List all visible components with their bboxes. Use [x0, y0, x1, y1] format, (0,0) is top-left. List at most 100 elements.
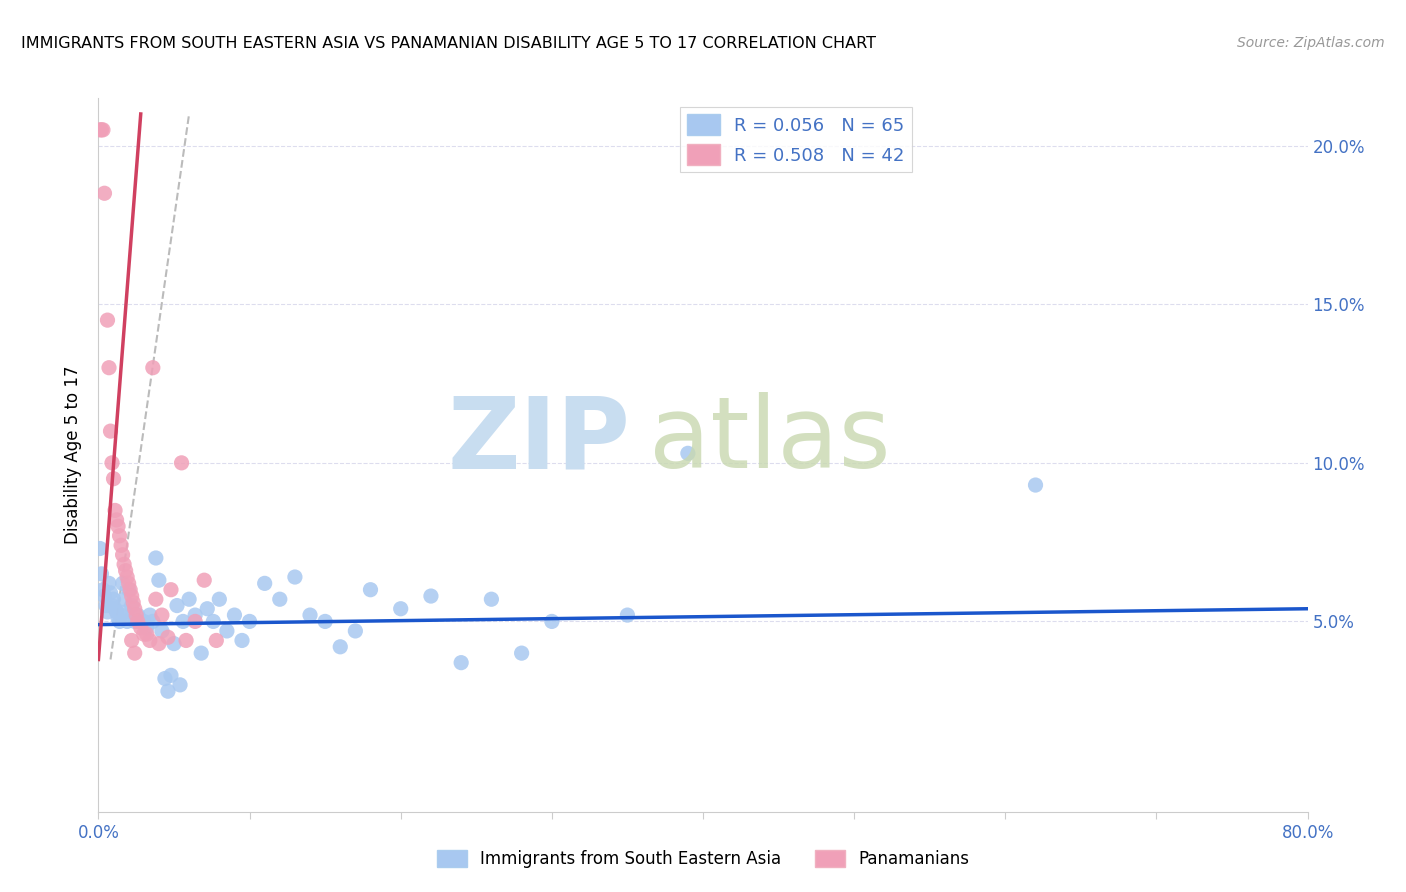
Point: [108, 615, 131, 629]
Point: [299, 608, 322, 623]
Point: [132, 615, 155, 629]
Point: [208, 592, 231, 607]
Point: [118, 576, 141, 591]
Point: [112, 592, 135, 607]
Point: [132, 627, 155, 641]
Point: [98, 576, 121, 591]
Point: [114, 605, 136, 619]
Point: [121, 599, 143, 613]
Point: [108, 529, 131, 543]
Point: [101, 599, 124, 613]
Point: [135, 621, 157, 635]
Point: [101, 456, 124, 470]
Point: [89, 541, 111, 556]
Point: [90, 566, 112, 581]
Point: [215, 624, 238, 638]
Point: [540, 615, 562, 629]
Point: [104, 503, 127, 517]
Point: [129, 615, 152, 629]
Text: IMMIGRANTS FROM SOUTH EASTERN ASIA VS PANAMANIAN DISABILITY AGE 5 TO 17 CORRELAT: IMMIGRANTS FROM SOUTH EASTERN ASIA VS PA…: [21, 36, 876, 51]
Y-axis label: Disability Age 5 to 17: Disability Age 5 to 17: [65, 366, 83, 544]
Point: [124, 615, 146, 629]
Point: [145, 551, 167, 566]
Point: [148, 637, 170, 651]
Point: [1024, 478, 1046, 492]
Point: [89, 123, 111, 137]
Point: [121, 633, 143, 648]
Point: [120, 582, 142, 597]
Legend: R = 0.056   N = 65, R = 0.508   N = 42: R = 0.056 N = 65, R = 0.508 N = 42: [681, 107, 911, 172]
Point: [195, 601, 218, 615]
Point: [166, 599, 188, 613]
Point: [111, 548, 134, 562]
Point: [127, 608, 149, 623]
Point: [121, 589, 143, 603]
Text: atlas: atlas: [648, 392, 890, 489]
Point: [104, 601, 127, 615]
Legend: Immigrants from South Eastern Asia, Panamanians: Immigrants from South Eastern Asia, Pana…: [430, 843, 976, 875]
Point: [481, 592, 503, 607]
Point: [184, 615, 207, 629]
Point: [389, 601, 412, 615]
Point: [224, 608, 246, 623]
Point: [269, 592, 291, 607]
Point: [205, 633, 228, 648]
Point: [153, 672, 176, 686]
Point: [100, 424, 122, 438]
Point: [510, 646, 533, 660]
Point: [148, 573, 170, 587]
Point: [172, 615, 194, 629]
Point: [420, 589, 443, 603]
Point: [94, 599, 117, 613]
Point: [145, 592, 167, 607]
Point: [190, 646, 212, 660]
Point: [160, 582, 183, 597]
Point: [163, 637, 186, 651]
Point: [111, 576, 134, 591]
Point: [184, 608, 207, 623]
Point: [160, 668, 183, 682]
Point: [450, 656, 472, 670]
Point: [142, 360, 165, 375]
Point: [239, 615, 262, 629]
Point: [103, 592, 125, 607]
Point: [115, 615, 138, 629]
Point: [169, 678, 191, 692]
Point: [253, 576, 276, 591]
Point: [107, 519, 129, 533]
Point: [93, 186, 115, 201]
Point: [125, 608, 148, 623]
Point: [127, 615, 149, 629]
Point: [135, 627, 157, 641]
Point: [93, 589, 115, 603]
Point: [103, 472, 125, 486]
Point: [118, 582, 141, 597]
Point: [344, 624, 367, 638]
Text: ZIP: ZIP: [447, 392, 630, 489]
Point: [150, 624, 173, 638]
Point: [284, 570, 307, 584]
Point: [139, 608, 162, 623]
Point: [110, 538, 132, 552]
Point: [124, 646, 146, 660]
Point: [91, 582, 114, 597]
Point: [170, 456, 193, 470]
Point: [142, 615, 165, 629]
Point: [174, 633, 197, 648]
Point: [115, 570, 138, 584]
Point: [105, 605, 128, 619]
Point: [202, 615, 225, 629]
Point: [105, 513, 128, 527]
Point: [193, 573, 215, 587]
Point: [156, 684, 179, 698]
Point: [107, 611, 129, 625]
Point: [676, 446, 699, 460]
Point: [150, 608, 173, 623]
Point: [329, 640, 352, 654]
Point: [124, 601, 146, 615]
Point: [122, 595, 145, 609]
Point: [114, 564, 136, 578]
Point: [231, 633, 253, 648]
Point: [90, 123, 112, 137]
Point: [360, 582, 382, 597]
